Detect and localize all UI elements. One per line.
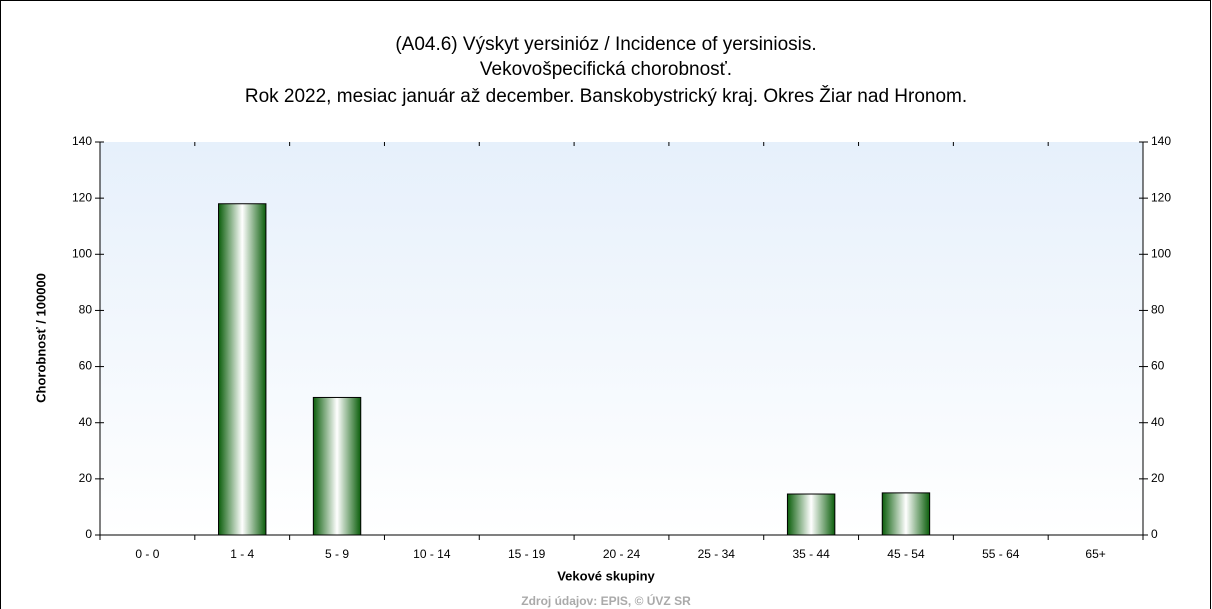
x-tick-label: 5 - 9	[325, 547, 349, 561]
x-tick-label: 35 - 44	[792, 547, 830, 561]
y2-tick-label: 80	[1151, 303, 1165, 317]
chart-title: Vekovošpecifická chorobnosť.	[480, 59, 732, 80]
chart-title: (A04.6) Výskyt yersinióz / Incidence of …	[395, 34, 816, 55]
x-axis-title: Vekové skupiny	[557, 568, 655, 583]
x-tick-label: 20 - 24	[603, 547, 641, 561]
y-tick-label: 20	[79, 471, 93, 485]
bar	[786, 493, 836, 536]
chart-title: Rok 2022, mesiac január až december. Ban…	[245, 85, 967, 107]
x-tick-label: 25 - 34	[698, 547, 736, 561]
y-tick-label: 100	[72, 246, 92, 260]
bar	[218, 203, 267, 536]
x-tick-label: 65+	[1085, 547, 1105, 561]
y2-tick-label: 120	[1151, 190, 1171, 204]
y2-tick-label: 140	[1151, 134, 1171, 148]
x-tick-label: 1 - 4	[230, 547, 254, 561]
x-tick-label: 15 - 19	[508, 547, 546, 561]
source: Zdroj údajov: EPIS, © ÚVZ SR	[521, 593, 691, 608]
x-tick-label: 45 - 54	[887, 547, 925, 561]
y2-tick-label: 100	[1151, 246, 1171, 260]
bar	[312, 396, 362, 536]
y-tick-label: 40	[79, 415, 93, 429]
y-tick-label: 140	[72, 134, 92, 148]
y-tick-label: 0	[85, 527, 92, 541]
y2-tick-label: 40	[1151, 415, 1165, 429]
x-tick-label: 10 - 14	[413, 547, 451, 561]
y-tick-label: 60	[79, 359, 93, 373]
y2-tick-label: 60	[1151, 359, 1165, 373]
bar	[881, 492, 931, 536]
y2-tick-label: 20	[1151, 471, 1165, 485]
y2-tick-label: 0	[1151, 527, 1158, 541]
y-tick-label: 80	[79, 303, 93, 317]
y-axis-title: Chorobnosť / 100000	[33, 273, 48, 403]
x-tick-label: 0 - 0	[135, 547, 159, 561]
plot-area	[100, 142, 1143, 535]
y-tick-label: 120	[72, 190, 92, 204]
x-tick-label: 55 - 64	[982, 547, 1020, 561]
